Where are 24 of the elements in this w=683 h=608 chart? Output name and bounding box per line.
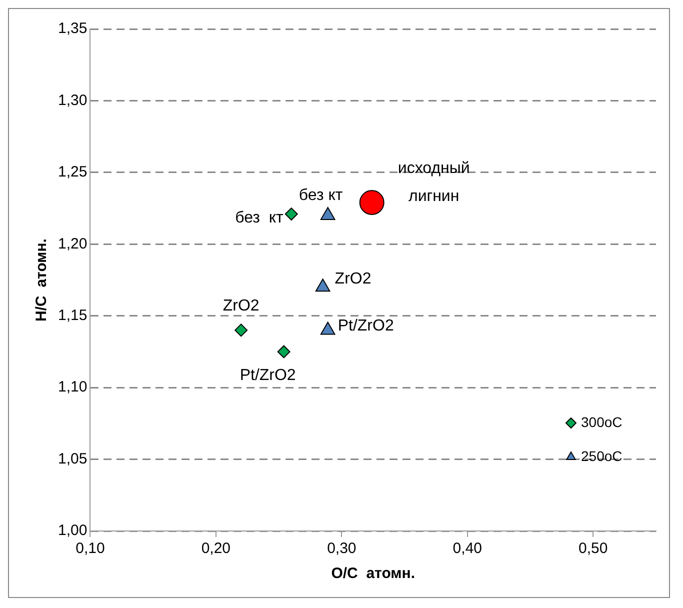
- annotation: без кт: [235, 209, 284, 226]
- y-tick-label: 1,25: [58, 164, 88, 181]
- annotation: без кт: [298, 186, 344, 204]
- x-axis-title: O/C атомн.: [331, 565, 415, 582]
- y-tick-label: 1,35: [58, 20, 88, 38]
- annotation: Pt/ZrO2: [240, 367, 296, 384]
- x-tick-label: 0,50: [578, 540, 608, 558]
- annotation: ZrO2: [334, 270, 372, 288]
- legend-label: 250oC: [581, 448, 622, 464]
- annotation: ZrO2: [222, 298, 260, 315]
- x-tick-label: 0,10: [76, 540, 105, 558]
- x-tick-label: 0,40: [452, 540, 482, 558]
- y-tick-label: 1,15: [58, 307, 88, 324]
- annotation: Pt/ZrO2: [338, 318, 394, 335]
- y-tick-label: 1,10: [58, 378, 88, 396]
- x-tick-label: 0,30: [327, 540, 356, 558]
- x-tick-label: 0,20: [201, 540, 231, 558]
- y-tick-label: 1,30: [58, 92, 88, 109]
- y-tick-label: 1,05: [58, 450, 88, 468]
- y-tick-label: 1,20: [58, 235, 88, 252]
- legend-label: 300oC: [581, 414, 622, 430]
- y-axis-title: H/C атомн.: [33, 238, 50, 322]
- annotation: исходный лигнин: [398, 160, 470, 205]
- y-tick-label: 1,00: [58, 522, 88, 540]
